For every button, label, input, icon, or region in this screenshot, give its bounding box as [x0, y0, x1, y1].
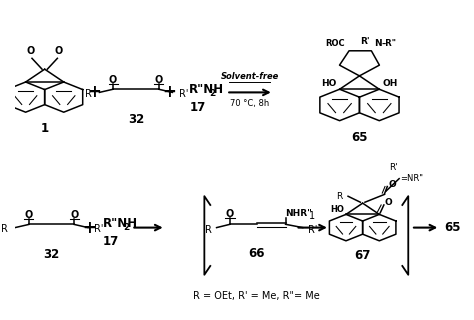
Text: 1: 1 [310, 211, 316, 221]
Text: 1: 1 [41, 122, 49, 135]
Text: 66: 66 [248, 247, 265, 260]
Text: +: + [82, 219, 96, 236]
Text: R"NH: R"NH [188, 83, 224, 96]
Text: OH: OH [382, 79, 397, 88]
Text: R = OEt, R' = Me, R"= Me: R = OEt, R' = Me, R"= Me [193, 291, 320, 301]
Text: O: O [70, 210, 79, 220]
Text: O: O [155, 75, 163, 85]
Text: Solvent-free: Solvent-free [221, 72, 279, 81]
Text: 65: 65 [444, 221, 460, 234]
Text: O: O [226, 209, 234, 219]
Text: ROC: ROC [325, 39, 345, 48]
Text: 32: 32 [44, 248, 60, 261]
Text: O: O [385, 198, 392, 207]
Text: R': R' [94, 225, 104, 235]
Text: NHR": NHR" [285, 209, 312, 218]
Text: R: R [85, 89, 92, 99]
Text: HO: HO [321, 79, 337, 88]
Text: R: R [0, 225, 8, 235]
Text: R': R' [179, 89, 188, 99]
Text: –R": –R" [382, 39, 396, 48]
Text: 32: 32 [128, 113, 144, 125]
Text: 65: 65 [351, 131, 368, 144]
Text: O: O [25, 210, 33, 220]
Text: 67: 67 [355, 249, 371, 262]
Text: +: + [162, 84, 176, 101]
Text: 2: 2 [123, 223, 129, 232]
Text: O: O [27, 46, 35, 56]
Text: O: O [109, 75, 117, 85]
Text: HO: HO [330, 205, 344, 214]
Text: R: R [336, 192, 342, 201]
Text: R': R' [389, 163, 398, 172]
Text: O: O [388, 180, 396, 189]
Text: R': R' [308, 225, 317, 235]
Text: 17: 17 [190, 101, 206, 114]
Text: +: + [87, 84, 101, 101]
Text: N: N [374, 39, 382, 48]
Text: R: R [205, 225, 212, 235]
Text: 17: 17 [103, 236, 119, 248]
Text: =NR": =NR" [401, 173, 423, 182]
Text: O: O [55, 46, 63, 56]
Text: 70 °C, 8h: 70 °C, 8h [230, 99, 270, 108]
Text: 2: 2 [209, 89, 215, 98]
Text: R': R' [360, 37, 370, 46]
Text: R"NH: R"NH [102, 217, 138, 230]
